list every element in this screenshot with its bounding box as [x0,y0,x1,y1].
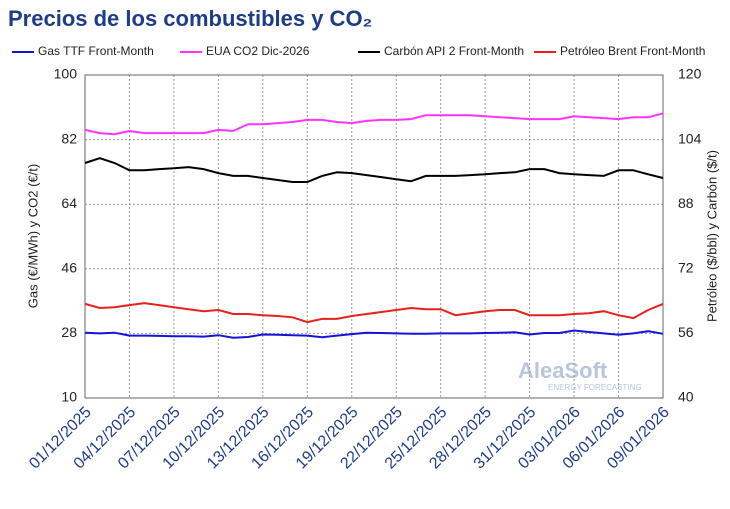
series-line [84,329,664,339]
y2-tick-label: 40 [678,389,694,405]
y2-tick-label: 72 [678,260,694,276]
y-tick-label: 46 [61,260,77,276]
y-tick-label: 28 [61,324,77,340]
series-line [84,302,664,324]
watermark: AleaSoft [518,358,608,383]
chart-title: Precios de los combustibles y CO₂ [8,6,372,31]
legend-label: Petróleo Brent Front-Month [560,44,705,58]
plot-frame [84,74,664,399]
y2-tick-label: 88 [678,195,694,211]
watermark: ENERGY FORECASTING [548,383,642,392]
y-tick-label: 82 [61,130,77,146]
y-tick-label: 10 [61,389,77,405]
legend-label: Gas TTF Front-Month [38,44,154,58]
y2-axis-label: Petróleo ($/bbl) y Carbón ($/t) [704,150,719,322]
y-axis-label: Gas (€/MWh) y CO2 (€/t) [25,164,40,308]
legend-label: EUA CO2 Dic-2026 [206,44,310,58]
y-tick-label: 64 [61,195,77,211]
y2-tick-label: 104 [678,130,702,146]
y2-tick-label: 56 [678,324,694,340]
legend-label: Carbón API 2 Front-Month [384,44,524,58]
y-tick-label: 100 [54,66,78,82]
series-line [84,157,664,183]
series-line [84,112,664,136]
y2-tick-label: 120 [678,66,702,82]
